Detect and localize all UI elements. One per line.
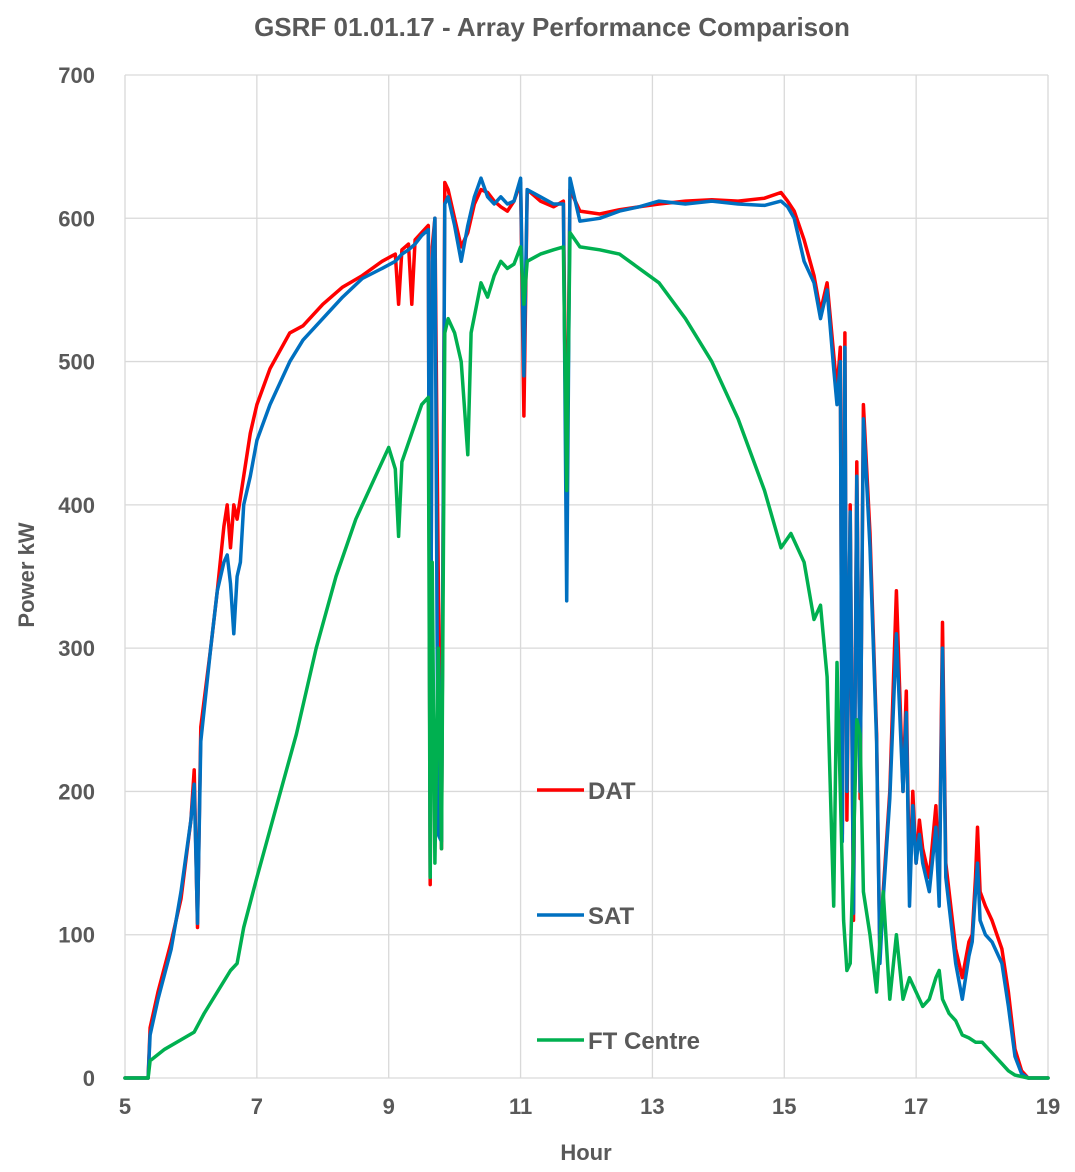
y-tick-label: 700 (58, 63, 95, 88)
y-tick-label: 400 (58, 493, 95, 518)
series-line-ft-centre (123, 230, 1050, 1080)
x-tick-label: 19 (1036, 1094, 1060, 1119)
y-tick-label: 200 (58, 779, 95, 804)
chart-title: GSRF 01.01.17 - Array Performance Compar… (254, 12, 850, 42)
y-tick-label: 300 (58, 636, 95, 661)
y-tick-label: 600 (58, 206, 95, 231)
y-tick-label: 0 (83, 1066, 95, 1091)
series-lines (123, 176, 1050, 1080)
y-tick-label: 100 (58, 923, 95, 948)
legend-label: SAT (588, 903, 635, 930)
x-tick-label: 9 (383, 1094, 395, 1119)
x-tick-label: 13 (640, 1094, 664, 1119)
x-tick-label: 17 (904, 1094, 928, 1119)
legend-label: FT Centre (588, 1028, 700, 1055)
y-axis-title: Power kW (14, 522, 39, 627)
axes: 5 7 9 11 13 15 17 19 0 100 200 300 400 500 600 700 (58, 63, 1060, 1119)
y-tick-label: 500 (58, 350, 95, 375)
x-tick-label: 5 (119, 1094, 131, 1119)
x-tick-label: 11 (509, 1094, 532, 1119)
legend-label: DAT (588, 778, 636, 805)
x-tick-label: 15 (772, 1094, 796, 1119)
x-axis-title: Hour (560, 1140, 612, 1165)
x-tick-label: 7 (251, 1094, 263, 1119)
legend: DAT SAT FT Centre (537, 778, 700, 1055)
series-line-sat (123, 176, 1050, 1080)
